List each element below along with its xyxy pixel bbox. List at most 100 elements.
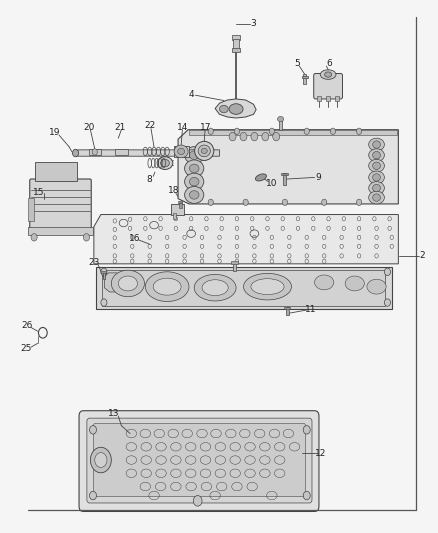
FancyBboxPatch shape (87, 418, 311, 503)
Ellipse shape (368, 138, 384, 151)
Circle shape (83, 233, 89, 241)
Ellipse shape (201, 280, 228, 296)
Ellipse shape (198, 145, 210, 157)
Circle shape (243, 199, 248, 206)
Bar (230, 261, 237, 264)
Text: 3: 3 (250, 19, 256, 28)
Circle shape (282, 199, 287, 206)
Ellipse shape (372, 194, 380, 201)
Ellipse shape (368, 182, 384, 195)
FancyBboxPatch shape (30, 179, 91, 230)
Bar (157, 161, 173, 170)
Bar (232, 262, 236, 271)
Circle shape (31, 233, 37, 241)
Ellipse shape (372, 174, 380, 181)
Ellipse shape (177, 148, 184, 155)
Text: 23: 23 (88, 258, 99, 266)
Bar (35, 162, 77, 181)
Bar (101, 271, 106, 273)
Ellipse shape (189, 177, 198, 186)
Bar (178, 201, 182, 203)
Text: 21: 21 (114, 123, 125, 132)
Ellipse shape (368, 191, 384, 204)
Polygon shape (215, 99, 255, 118)
Circle shape (268, 128, 274, 134)
Polygon shape (94, 215, 397, 264)
Bar (278, 120, 282, 130)
Bar (325, 96, 329, 101)
Bar (303, 74, 305, 84)
Text: 26: 26 (21, 321, 32, 330)
Circle shape (193, 496, 201, 506)
Text: 19: 19 (49, 128, 60, 137)
Bar (317, 96, 320, 101)
Circle shape (208, 128, 213, 134)
Circle shape (208, 199, 213, 206)
Ellipse shape (184, 160, 203, 177)
Ellipse shape (194, 274, 236, 301)
Bar (231, 47, 240, 52)
Circle shape (95, 453, 107, 467)
Ellipse shape (344, 276, 364, 291)
Bar (173, 146, 188, 157)
Ellipse shape (368, 149, 384, 161)
Bar (173, 214, 176, 219)
Bar (282, 173, 285, 185)
Ellipse shape (229, 104, 243, 114)
Text: 6: 6 (326, 60, 332, 68)
Ellipse shape (243, 273, 291, 300)
Text: 12: 12 (314, 449, 325, 458)
Polygon shape (178, 130, 397, 204)
Ellipse shape (372, 184, 380, 192)
Circle shape (303, 425, 310, 434)
Circle shape (384, 299, 390, 306)
Ellipse shape (189, 164, 198, 173)
Ellipse shape (184, 173, 203, 190)
Text: 14: 14 (177, 123, 187, 132)
Circle shape (234, 128, 239, 134)
Text: 15: 15 (33, 188, 44, 197)
FancyBboxPatch shape (93, 423, 305, 497)
Bar (280, 173, 287, 175)
Circle shape (304, 128, 309, 134)
Circle shape (240, 132, 247, 141)
Circle shape (229, 132, 236, 141)
Ellipse shape (174, 145, 187, 158)
Ellipse shape (189, 151, 198, 159)
Ellipse shape (194, 141, 213, 160)
Circle shape (321, 199, 326, 206)
Bar (179, 202, 181, 208)
Circle shape (89, 491, 96, 500)
Ellipse shape (184, 147, 203, 164)
Circle shape (92, 149, 97, 155)
Ellipse shape (157, 157, 173, 169)
Ellipse shape (324, 72, 331, 77)
Text: 17: 17 (199, 123, 211, 132)
FancyBboxPatch shape (313, 74, 342, 99)
Text: 18: 18 (168, 186, 179, 195)
Ellipse shape (255, 174, 266, 181)
Ellipse shape (251, 279, 283, 295)
Ellipse shape (184, 187, 203, 204)
Bar (102, 272, 105, 279)
Bar (283, 307, 290, 309)
Ellipse shape (372, 162, 380, 169)
Circle shape (72, 149, 78, 157)
Ellipse shape (372, 141, 380, 148)
Polygon shape (96, 266, 391, 309)
Bar (28, 227, 93, 235)
Circle shape (89, 425, 96, 434)
Text: 25: 25 (20, 344, 32, 353)
Ellipse shape (145, 272, 188, 302)
Circle shape (251, 132, 257, 141)
Text: 9: 9 (314, 173, 320, 182)
Text: 13: 13 (108, 409, 120, 418)
Bar (233, 38, 238, 49)
Bar (115, 149, 127, 155)
Ellipse shape (277, 116, 283, 122)
Bar (88, 149, 101, 155)
Ellipse shape (368, 159, 384, 172)
Circle shape (303, 491, 310, 500)
Text: 8: 8 (146, 174, 152, 183)
Circle shape (384, 268, 390, 276)
